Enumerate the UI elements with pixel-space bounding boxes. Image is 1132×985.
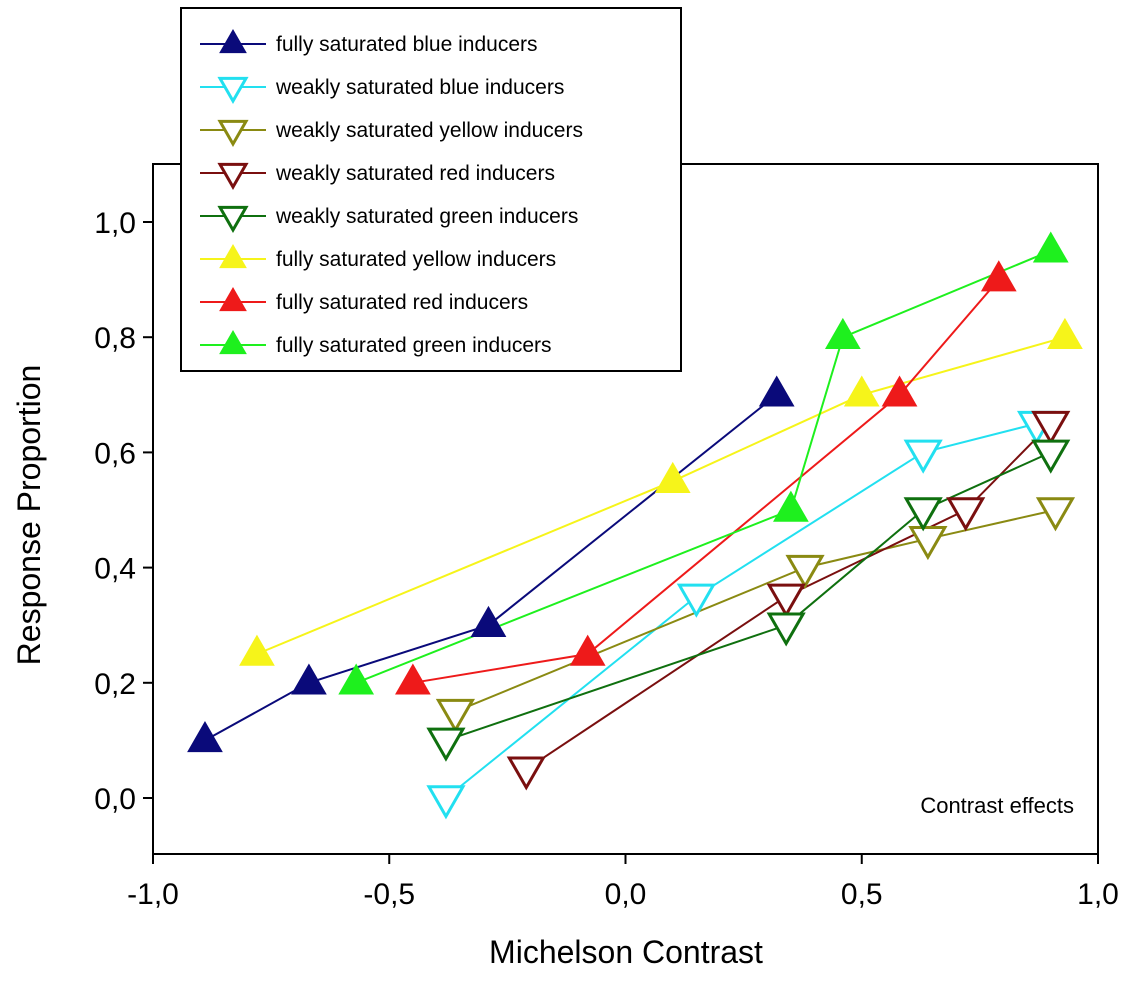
data-point <box>766 583 806 618</box>
data-point <box>881 375 918 407</box>
legend: fully saturated blue inducers weakly satu… <box>180 7 682 372</box>
data-point <box>946 497 986 532</box>
legend-label: fully saturated yellow inducers <box>276 248 556 271</box>
legend-entry-1: fully saturated blue inducers <box>200 28 538 56</box>
series-4 <box>525 422 1052 771</box>
y-tick-label: 1,0 <box>94 207 136 240</box>
data-point <box>426 785 466 820</box>
legend-entry-8: fully saturated green inducers <box>200 329 552 357</box>
legend-label: weakly saturated yellow inducers <box>275 119 583 142</box>
y-tick-label: 0,8 <box>94 322 136 355</box>
series-7-markers <box>395 260 1017 695</box>
x-tick-label: 0,5 <box>841 878 883 911</box>
series-line <box>525 422 1052 771</box>
data-point <box>903 497 943 532</box>
series-7 <box>412 278 1000 684</box>
data-point <box>843 375 880 407</box>
legend-entry-2: weakly saturated blue inducers <box>200 76 564 105</box>
x-tick-label: -1,0 <box>127 878 179 911</box>
data-point <box>395 663 431 695</box>
series-6 <box>256 336 1066 655</box>
legend-marker <box>219 243 247 269</box>
series-6-markers <box>239 317 1083 666</box>
legend-label: weakly saturated green inducers <box>275 205 578 228</box>
legend-label: fully saturated green inducers <box>276 334 552 357</box>
data-point <box>1035 497 1076 532</box>
legend-entry-4: weakly saturated red inducers <box>200 162 555 191</box>
x-axis-title: Michelson Contrast <box>489 934 763 970</box>
x-tick-label: -0,5 <box>363 878 415 911</box>
series-line <box>256 336 1066 655</box>
legend-label: weakly saturated red inducers <box>275 162 555 185</box>
legend-marker <box>217 76 249 105</box>
data-point <box>758 375 795 407</box>
y-axis-title: Response Proportion <box>11 365 47 666</box>
series-line <box>445 422 1037 799</box>
data-point <box>1031 410 1071 445</box>
data-point <box>980 260 1017 292</box>
series-4-markers <box>506 410 1071 791</box>
data-point <box>766 612 806 647</box>
legend-marker <box>217 119 249 148</box>
data-point <box>1032 231 1069 263</box>
data-point <box>903 439 943 474</box>
y-tick-label: 0,2 <box>94 668 136 701</box>
data-point <box>1031 439 1071 474</box>
annotation-contrast-effects: Contrast effects <box>920 793 1074 818</box>
legend-entry-3: weakly saturated yellow inducers <box>200 119 583 148</box>
legend-box <box>180 7 682 372</box>
series-layer <box>187 231 1083 820</box>
data-point <box>908 526 948 561</box>
x-tick-label: 1,0 <box>1077 878 1119 911</box>
series-5-markers <box>426 439 1071 762</box>
series-line <box>455 509 1056 713</box>
data-point <box>824 317 861 349</box>
series-line <box>445 451 1052 742</box>
data-point <box>470 605 507 637</box>
legend-marker <box>217 205 249 234</box>
series-8-markers <box>338 231 1069 695</box>
data-point <box>187 721 223 753</box>
legend-label: fully saturated blue inducers <box>276 33 538 56</box>
data-point <box>291 663 327 695</box>
legend-entry-5: weakly saturated green inducers <box>200 205 578 234</box>
series-1 <box>204 394 778 742</box>
data-point <box>435 698 475 733</box>
legend-entry-6: fully saturated yellow inducers <box>200 243 556 271</box>
data-point <box>1047 317 1083 349</box>
legend-marker <box>217 162 249 191</box>
legend-marker <box>219 329 247 355</box>
series-3-markers <box>435 497 1076 733</box>
series-1-markers <box>187 375 795 753</box>
legend-marker <box>219 28 247 54</box>
series-5 <box>445 451 1052 742</box>
legend-label: fully saturated red inducers <box>276 291 528 314</box>
legend-label: weakly saturated blue inducers <box>275 76 564 99</box>
series-line <box>412 278 1000 684</box>
legend-entry-7: fully saturated red inducers <box>200 286 528 314</box>
x-tick-label: 0,0 <box>605 878 647 911</box>
data-point <box>654 461 691 493</box>
series-line <box>355 249 1052 684</box>
series-2 <box>445 422 1037 799</box>
legend-marker <box>219 286 247 312</box>
data-point <box>506 756 546 791</box>
data-point <box>785 554 825 589</box>
x-axis: -1,0 -0,5 0,0 0,5 1,0 <box>127 854 1119 911</box>
data-point <box>676 583 716 618</box>
series-8 <box>355 249 1052 684</box>
y-tick-label: 0,0 <box>94 783 136 816</box>
series-2-markers <box>426 410 1057 820</box>
y-tick-label: 0,6 <box>94 437 136 470</box>
data-point <box>569 634 606 666</box>
series-3 <box>455 509 1056 713</box>
data-point <box>239 634 275 666</box>
y-tick-label: 0,4 <box>94 553 136 586</box>
data-point <box>338 663 375 695</box>
data-point <box>773 490 809 522</box>
series-line <box>204 394 778 742</box>
data-point <box>426 727 466 762</box>
y-axis: 0,0 0,2 0,4 0,6 0,8 1,0 <box>94 207 153 816</box>
